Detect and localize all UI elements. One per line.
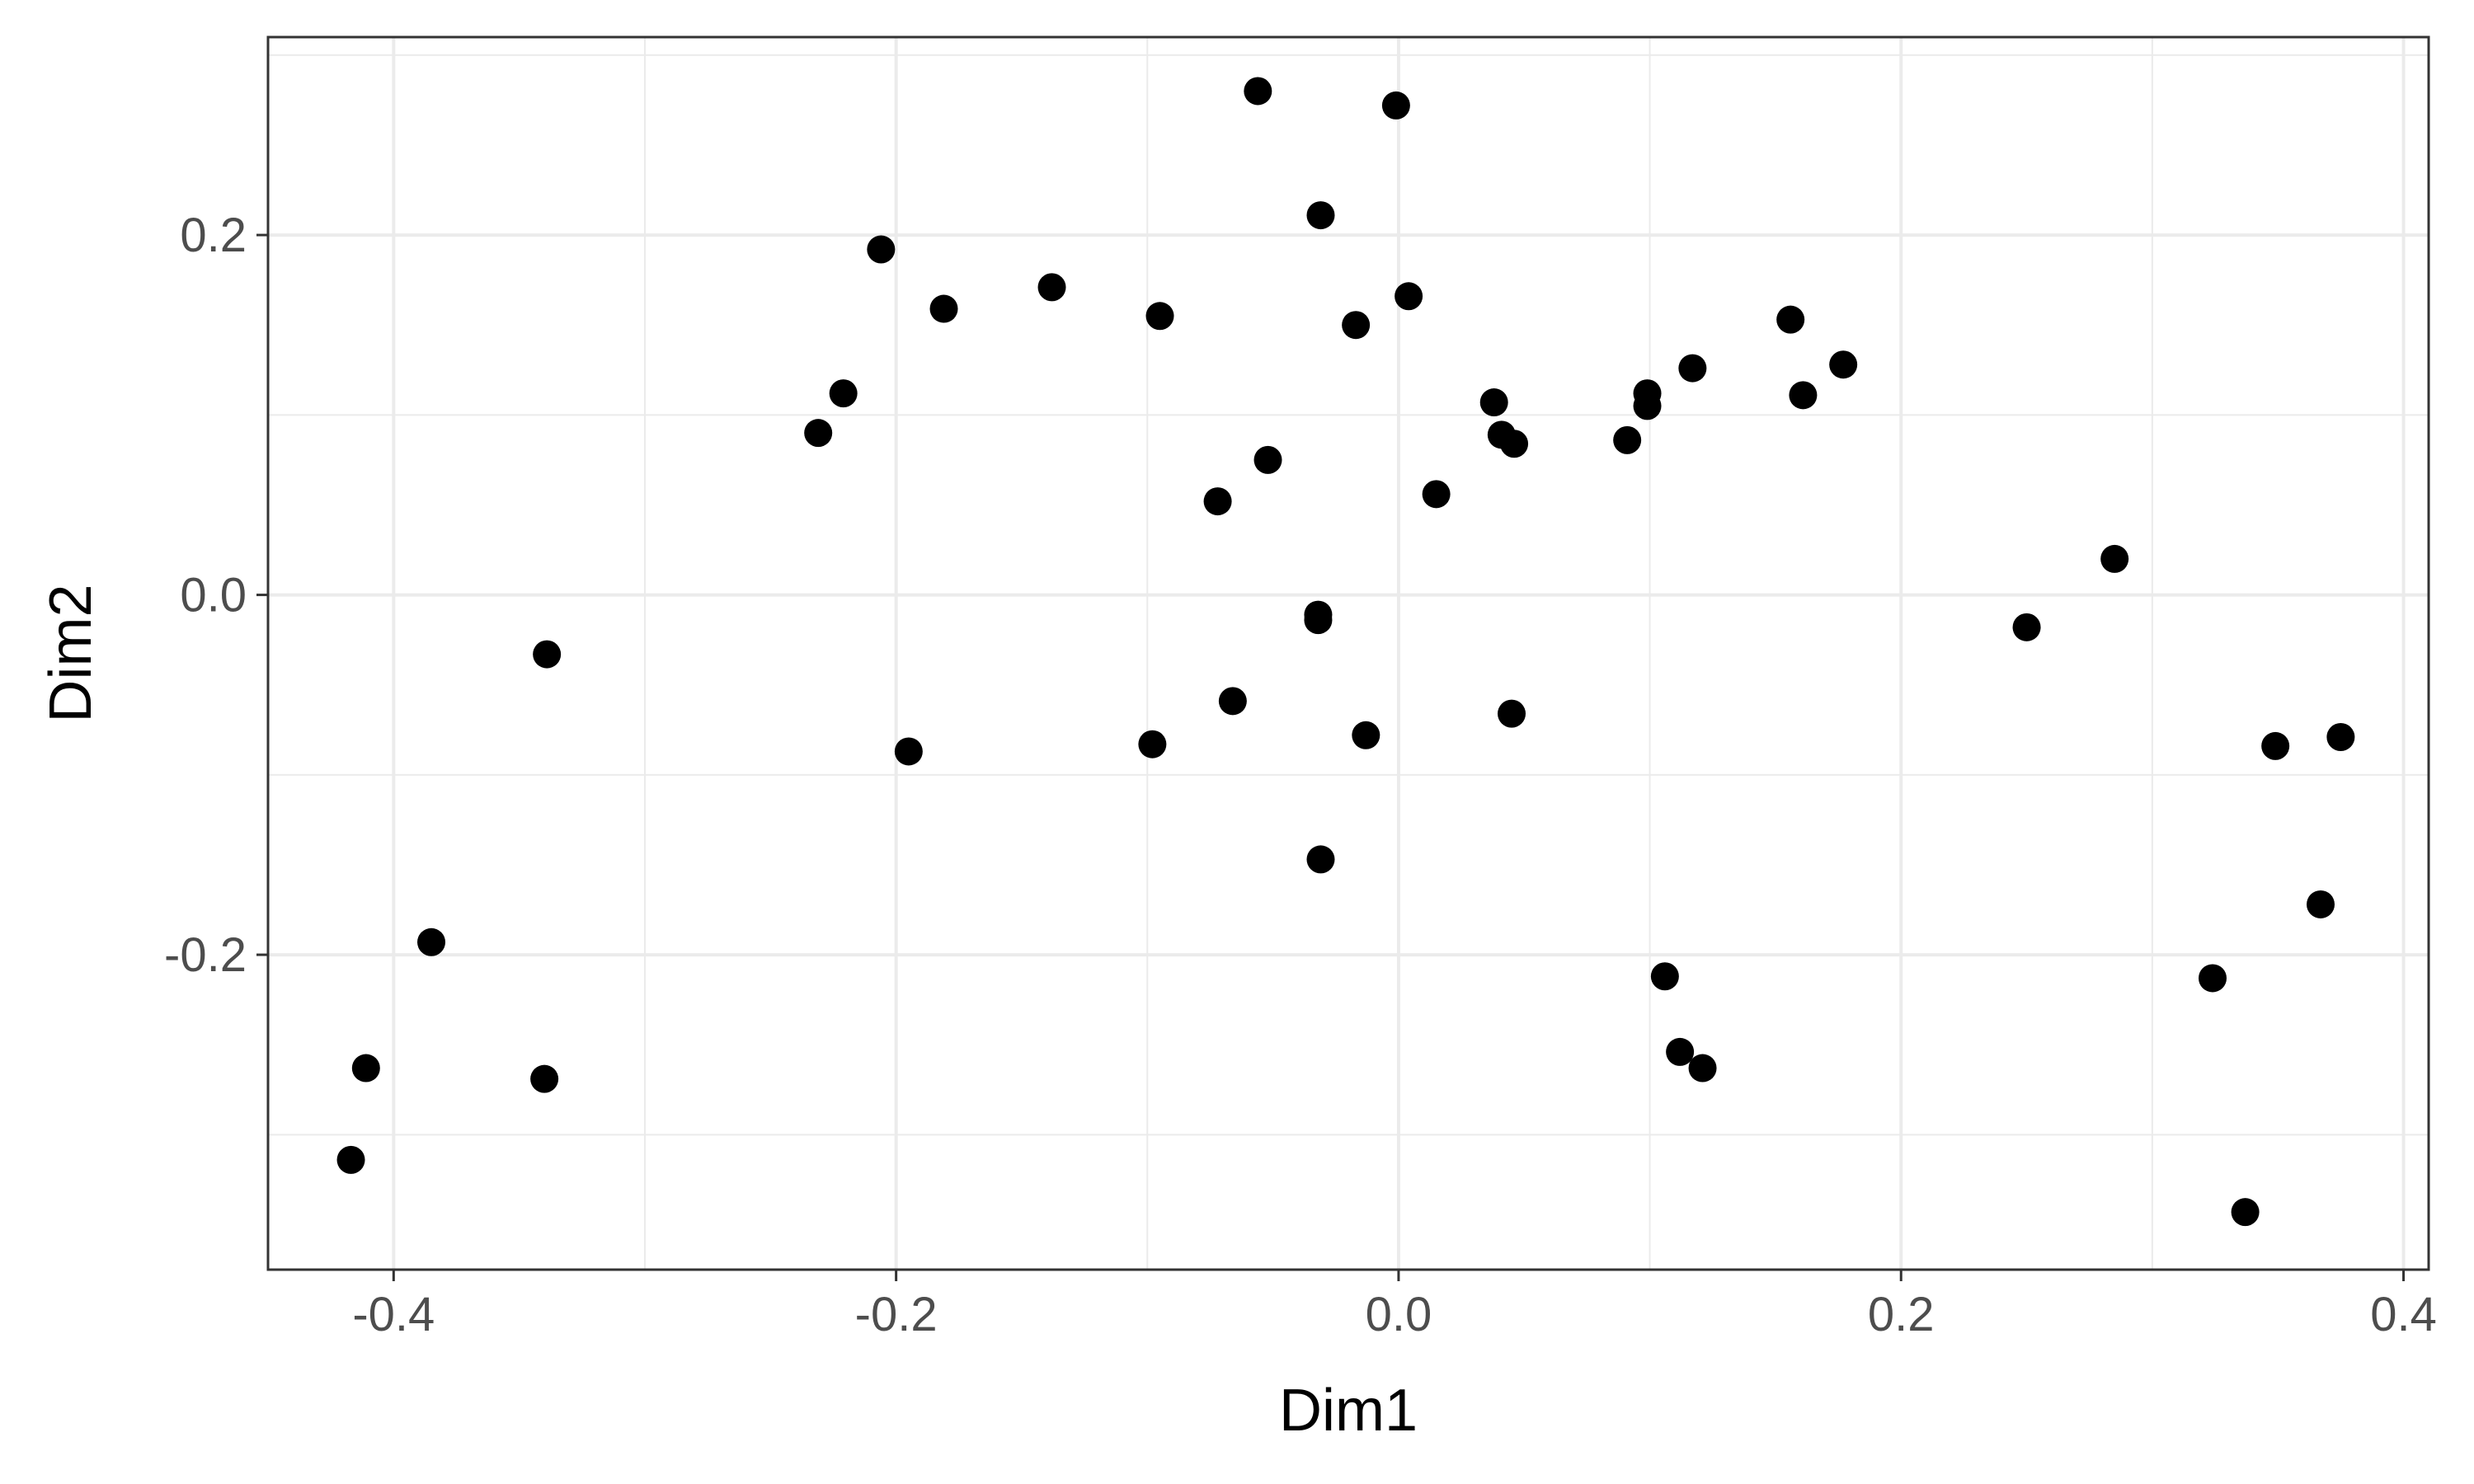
y-tick-label: -0.2	[164, 928, 247, 982]
scatter-point	[533, 640, 562, 669]
scatter-point	[1145, 302, 1174, 331]
scatter-point	[1500, 430, 1529, 458]
scatter-point	[1633, 392, 1662, 420]
scatter-point	[1678, 354, 1707, 383]
scatter-point	[1829, 350, 1858, 379]
scatter-point	[867, 235, 896, 264]
x-tick-label: -0.2	[855, 1288, 938, 1341]
scatter-point	[1422, 480, 1451, 509]
scatter-point	[1244, 77, 1272, 106]
data-points	[336, 77, 2355, 1227]
scatter-point	[1306, 201, 1335, 230]
x-tick-label: 0.4	[2370, 1288, 2437, 1341]
scatter-point	[1037, 273, 1066, 302]
scatter-point	[2307, 890, 2335, 918]
minor-gridlines	[268, 37, 2429, 1270]
scatter-point	[2326, 722, 2355, 751]
x-tick-label: 0.0	[1366, 1288, 1432, 1341]
scatter-point	[1381, 91, 1410, 120]
scatter-point	[2100, 544, 2129, 573]
scatter-point	[894, 737, 923, 766]
y-tick-label: 0.0	[180, 569, 247, 622]
scatter-point	[2199, 964, 2227, 993]
scatter-point	[2012, 613, 2041, 641]
scatter-point	[1304, 606, 1333, 635]
scatter-point	[1253, 445, 1282, 474]
scatter-point	[829, 379, 858, 408]
scatter-point	[1666, 1037, 1695, 1066]
x-axis-title: Dim1	[1279, 1378, 1418, 1444]
y-tick-label: 0.2	[180, 209, 247, 262]
x-axis: -0.4 -0.2 0.0 0.2 0.4	[352, 1270, 2437, 1341]
scatter-point	[2261, 731, 2290, 760]
scatter-point	[1395, 282, 1423, 311]
y-axis-title: Dim2	[38, 584, 104, 722]
x-tick-label: 0.2	[1868, 1288, 1935, 1341]
scatter-point	[1789, 381, 1818, 410]
scatter-point	[1479, 388, 1508, 417]
scatter-point	[1203, 487, 1232, 516]
major-gridlines	[268, 37, 2429, 1270]
scatter-point	[1138, 730, 1167, 758]
scatter-point	[1342, 311, 1371, 340]
panel-border	[266, 35, 2430, 1271]
scatter-point	[336, 1145, 365, 1174]
scatter-point	[929, 294, 958, 323]
scatter-point	[1776, 305, 1805, 334]
scatter-point	[1498, 699, 1526, 728]
scatter-point	[1352, 721, 1380, 749]
scatter-point	[1688, 1054, 1717, 1082]
x-tick-label: -0.4	[352, 1288, 435, 1341]
scatter-point	[417, 928, 446, 956]
scatter-point	[1650, 962, 1679, 991]
scatter-point	[1613, 425, 1642, 454]
scatter-point	[351, 1054, 380, 1082]
scatter-point	[530, 1064, 559, 1093]
scatter-point	[2231, 1198, 2260, 1227]
y-axis: -0.2 0.0 0.2	[164, 209, 268, 982]
scatter-point	[1306, 845, 1335, 874]
scatter-point	[804, 419, 833, 448]
scatter-point	[1218, 687, 1247, 716]
